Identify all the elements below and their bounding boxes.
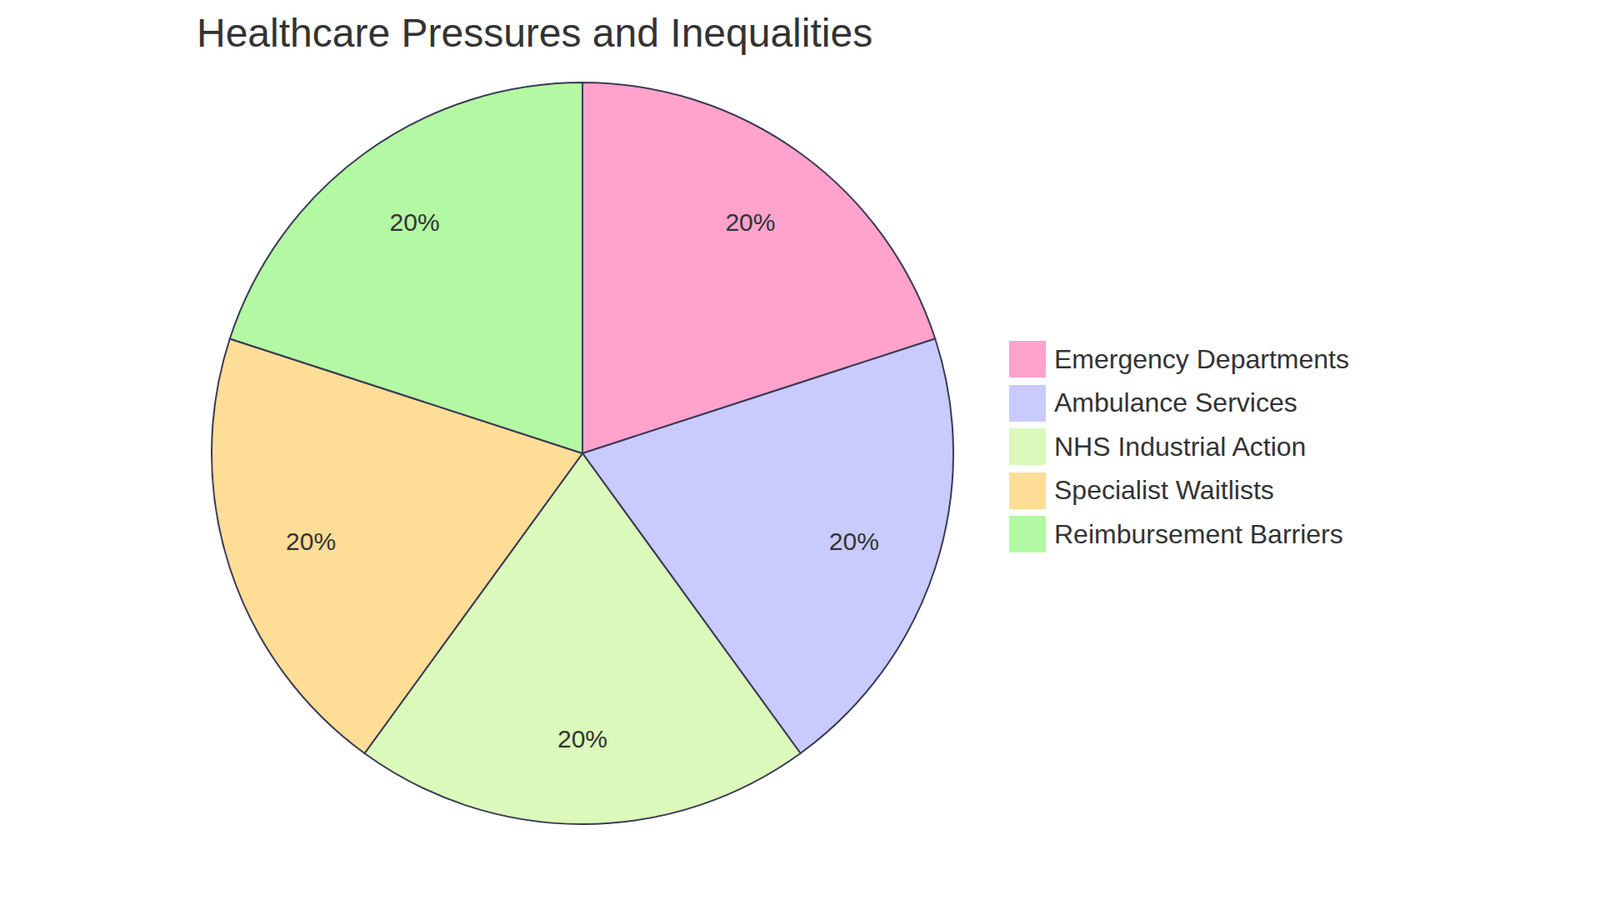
svg-text:20%: 20% (725, 208, 775, 236)
svg-text:20%: 20% (285, 527, 336, 555)
html-text:Ambulance Services: Ambulance Services (1054, 387, 1298, 418)
html-text:NHS Industrial Action: NHS Industrial Action (1054, 431, 1307, 462)
svg-text:20%: 20% (829, 527, 880, 555)
html-text:Healthcare Pressures and Inequ: Healthcare Pressures and Inequalities (196, 10, 873, 55)
html-text:Reimbursement Barriers: Reimbursement Barriers (1054, 519, 1344, 549)
html-text:Emergency Departments: Emergency Departments (1054, 344, 1350, 374)
html-text:Specialist Waitlists: Specialist Waitlists (1054, 475, 1274, 506)
svg-text:20%: 20% (390, 208, 440, 236)
svg-text:20%: 20% (557, 725, 608, 753)
